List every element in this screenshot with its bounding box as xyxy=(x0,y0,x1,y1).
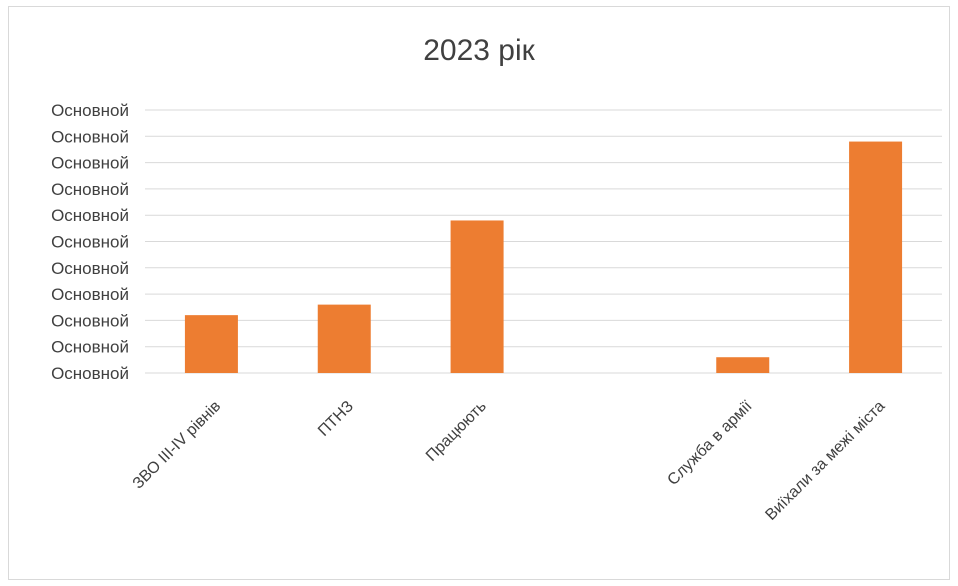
y-axis-tick-labels: Основной Основной Основной Основной Основной… xyxy=(51,101,129,383)
x-axis-tick-labels: ЗВО ІІІ-ІV рівнів ПТНЗ Працюють Служба в ар… xyxy=(130,397,889,523)
bar xyxy=(184,315,238,373)
bar xyxy=(849,141,903,373)
chart-title: 2023 рік xyxy=(423,34,535,67)
bars xyxy=(184,141,903,373)
y-tick-label: Основной xyxy=(51,311,129,330)
y-tick-label: Основной xyxy=(51,338,129,357)
y-tick-label: Основной xyxy=(51,259,129,278)
bar xyxy=(716,357,770,373)
x-tick-label: Працюють xyxy=(423,398,490,465)
x-tick-label: Служба в армії xyxy=(664,397,755,488)
y-tick-label: Основной xyxy=(51,101,129,120)
x-tick-label: ПТНЗ xyxy=(315,398,357,440)
y-tick-label: Основной xyxy=(51,364,129,383)
y-tick-label: Основной xyxy=(51,180,129,199)
y-tick-label: Основной xyxy=(51,127,129,146)
y-tick-label: Основной xyxy=(51,233,129,252)
y-tick-label: Основной xyxy=(51,285,129,304)
bar xyxy=(317,304,371,373)
x-tick-label: Виїхали за межі міста xyxy=(762,398,888,524)
y-tick-label: Основной xyxy=(51,206,129,225)
gridlines xyxy=(145,109,942,374)
x-tick-label: ЗВО ІІІ-ІV рівнів xyxy=(130,398,225,493)
y-tick-label: Основной xyxy=(51,154,129,173)
bar xyxy=(450,220,504,373)
